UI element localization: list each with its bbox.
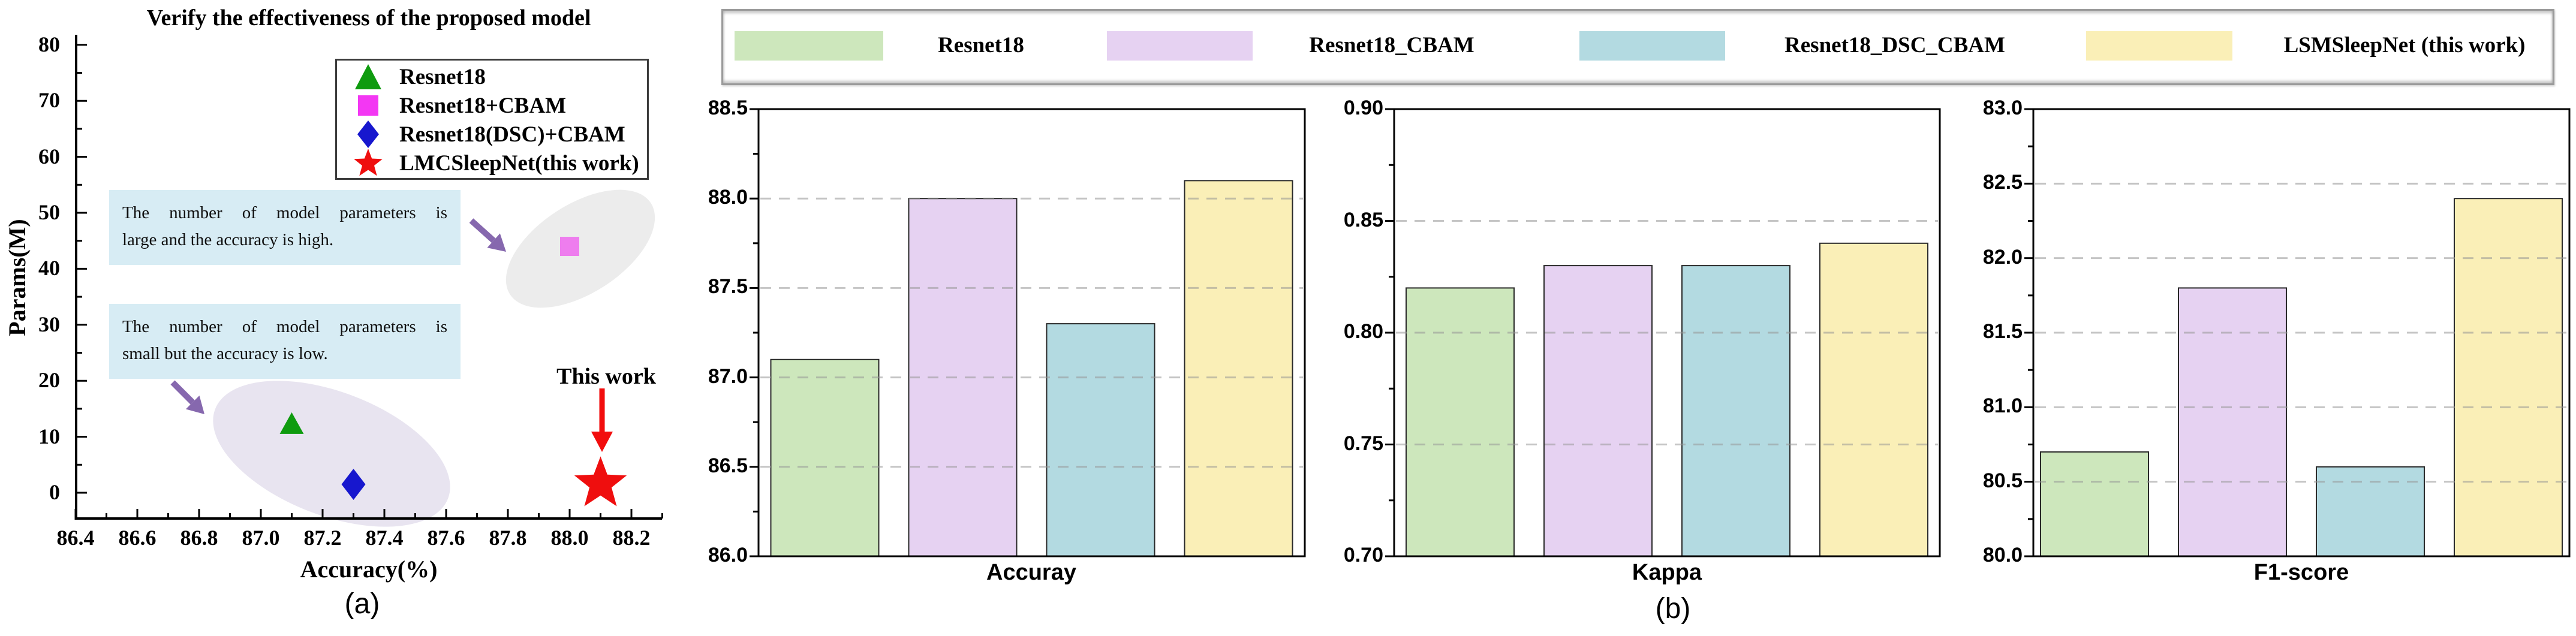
legend-swatch-resnet18 — [735, 31, 883, 61]
legend-item-label: Resnet18+CBAM — [399, 93, 566, 118]
x-tick-label: 87.0 — [242, 526, 280, 550]
y-tick-label: 30 — [38, 312, 60, 336]
y-tick-label: 0 — [49, 480, 60, 504]
panel-b-caption: (b) — [1655, 593, 1691, 625]
y-tick-label: 0.75 — [1343, 432, 1383, 455]
bar-F1-score-Resnet18_CBAM — [2178, 287, 2287, 557]
highlight-ellipse-top — [505, 189, 655, 308]
annotation-arrow-bottom — [170, 380, 195, 405]
x-tick-label: 87.4 — [365, 526, 404, 550]
bar-Accuray-Resnet18_DSC_CBAM — [1046, 323, 1155, 557]
legend-item-label: Resnet18_DSC_CBAM — [1784, 33, 2005, 58]
scatter-point-triangle — [279, 412, 304, 434]
square-icon — [337, 91, 399, 120]
y-tick-label: 88.5 — [708, 97, 748, 119]
y-tick-label: 80.5 — [1982, 469, 2023, 492]
legend-swatch-resnet18-dsc-cbam — [1579, 31, 1725, 61]
legend-item-resnet18: Resnet18 — [337, 62, 647, 91]
bar-Accuray-LSMSleepNet (this work) — [1184, 180, 1293, 557]
panel-a-x-axis-label: Accuracy(%) — [300, 556, 438, 583]
y-tick-label: 10 — [38, 424, 60, 448]
bar-Kappa-LSMSleepNet (this work) — [1819, 242, 1928, 557]
y-tick-label: 87.0 — [708, 364, 748, 388]
bar-Kappa-Resnet18 — [1406, 287, 1515, 557]
y-tick-label: 82.0 — [1982, 245, 2023, 269]
y-tick-label: 87.5 — [708, 275, 748, 299]
scatter-point-star — [574, 456, 627, 507]
bar-F1-score-Resnet18_DSC_CBAM — [2316, 466, 2425, 557]
y-tick-label: 81.0 — [1982, 394, 2023, 418]
diamond-icon — [337, 120, 399, 149]
x-tick-label: 86.8 — [180, 526, 218, 550]
y-tick-label: 0.90 — [1343, 97, 1383, 119]
this-work-arrow — [591, 432, 613, 452]
legend-item-label: Resnet18(DSC)+CBAM — [399, 122, 625, 147]
legend-item-label: Resnet18 — [938, 33, 1024, 58]
y-tick-label: 81.5 — [1982, 320, 2023, 343]
legend-item-resnet18-dsc-cbam: Resnet18(DSC)+CBAM — [337, 120, 647, 149]
y-tick-label: 86.0 — [708, 544, 748, 566]
chart-kappa-label: Kappa — [1632, 560, 1702, 585]
y-tick-label: 0.70 — [1343, 544, 1383, 566]
bar-Kappa-Resnet18_DSC_CBAM — [1681, 265, 1790, 557]
scatter-point-square — [560, 237, 579, 257]
legend-item-label: LMCSleepNet(this work) — [399, 150, 639, 176]
y-tick-label: 88.0 — [708, 186, 748, 209]
bar-Kappa-Resnet18_CBAM — [1543, 265, 1653, 557]
y-tick-label: 70 — [38, 88, 60, 113]
y-tick-label: 82.5 — [1982, 171, 2023, 194]
bar-F1-score-Resnet18 — [2040, 451, 2149, 557]
triangle-icon — [337, 62, 399, 91]
panel-a-legend: Resnet18 Resnet18+CBAM Resnet18(DSC)+CBA… — [335, 59, 649, 180]
y-tick-label: 40 — [38, 256, 60, 281]
y-tick-label: 80 — [38, 32, 60, 56]
legend-item-resnet18-cbam: Resnet18+CBAM — [337, 91, 647, 120]
x-tick-label: 88.0 — [550, 526, 589, 550]
y-tick-label: 0.85 — [1343, 208, 1383, 231]
panel-b-legend: Resnet18 Resnet18_CBAM Resnet18_DSC_CBAM… — [721, 9, 2554, 85]
x-tick-label: 87.6 — [427, 526, 465, 550]
legend-item-label: Resnet18 — [399, 64, 486, 89]
annotation-arrow-top — [487, 233, 506, 252]
panel-a-title: Verify the effectiveness of the proposed… — [146, 5, 591, 31]
bar-F1-score-LSMSleepNet (this work) — [2454, 198, 2563, 557]
scatter-point-diamond — [341, 468, 366, 500]
bar-Accuray-Resnet18_CBAM — [908, 198, 1018, 557]
y-tick-label: 0.80 — [1343, 320, 1383, 343]
y-tick-label: 83.0 — [1982, 97, 2023, 119]
annotation-arrow-bottom — [185, 395, 204, 414]
chart-f1score-label: F1-score — [2253, 560, 2349, 585]
legend-item-label: LSMSleepNet (this work) — [2283, 33, 2526, 58]
highlight-ellipse-bottom — [213, 381, 450, 527]
y-tick-label: 20 — [38, 368, 60, 393]
chart-accuray-label: Accuray — [986, 560, 1076, 585]
annotation-small-params: The number of model parameters is small … — [109, 304, 461, 379]
star-icon — [337, 149, 399, 177]
legend-item-label: Resnet18_CBAM — [1309, 33, 1474, 58]
bar-Accuray-Resnet18 — [770, 358, 880, 557]
y-tick-label: 86.5 — [708, 454, 748, 477]
annotation-arrow-top — [469, 218, 496, 243]
x-tick-label: 87.8 — [489, 526, 527, 550]
y-tick-label: 80.0 — [1982, 544, 2023, 566]
x-tick-label: 86.4 — [56, 526, 95, 550]
legend-item-lmcsleepnet: LMCSleepNet(this work) — [337, 149, 647, 177]
y-tick-label: 50 — [38, 200, 60, 224]
legend-swatch-resnet18-cbam — [1107, 31, 1253, 61]
annotation-large-params: The number of model parameters is large … — [109, 190, 461, 265]
x-tick-label: 88.2 — [612, 526, 651, 550]
this-work-label: This work — [556, 364, 656, 389]
y-tick-label: 60 — [38, 144, 60, 168]
x-tick-label: 87.2 — [303, 526, 342, 550]
x-tick-label: 86.6 — [118, 526, 157, 550]
legend-swatch-lsmsleepnet — [2086, 31, 2232, 61]
panel-a-caption: (a) — [344, 588, 380, 620]
